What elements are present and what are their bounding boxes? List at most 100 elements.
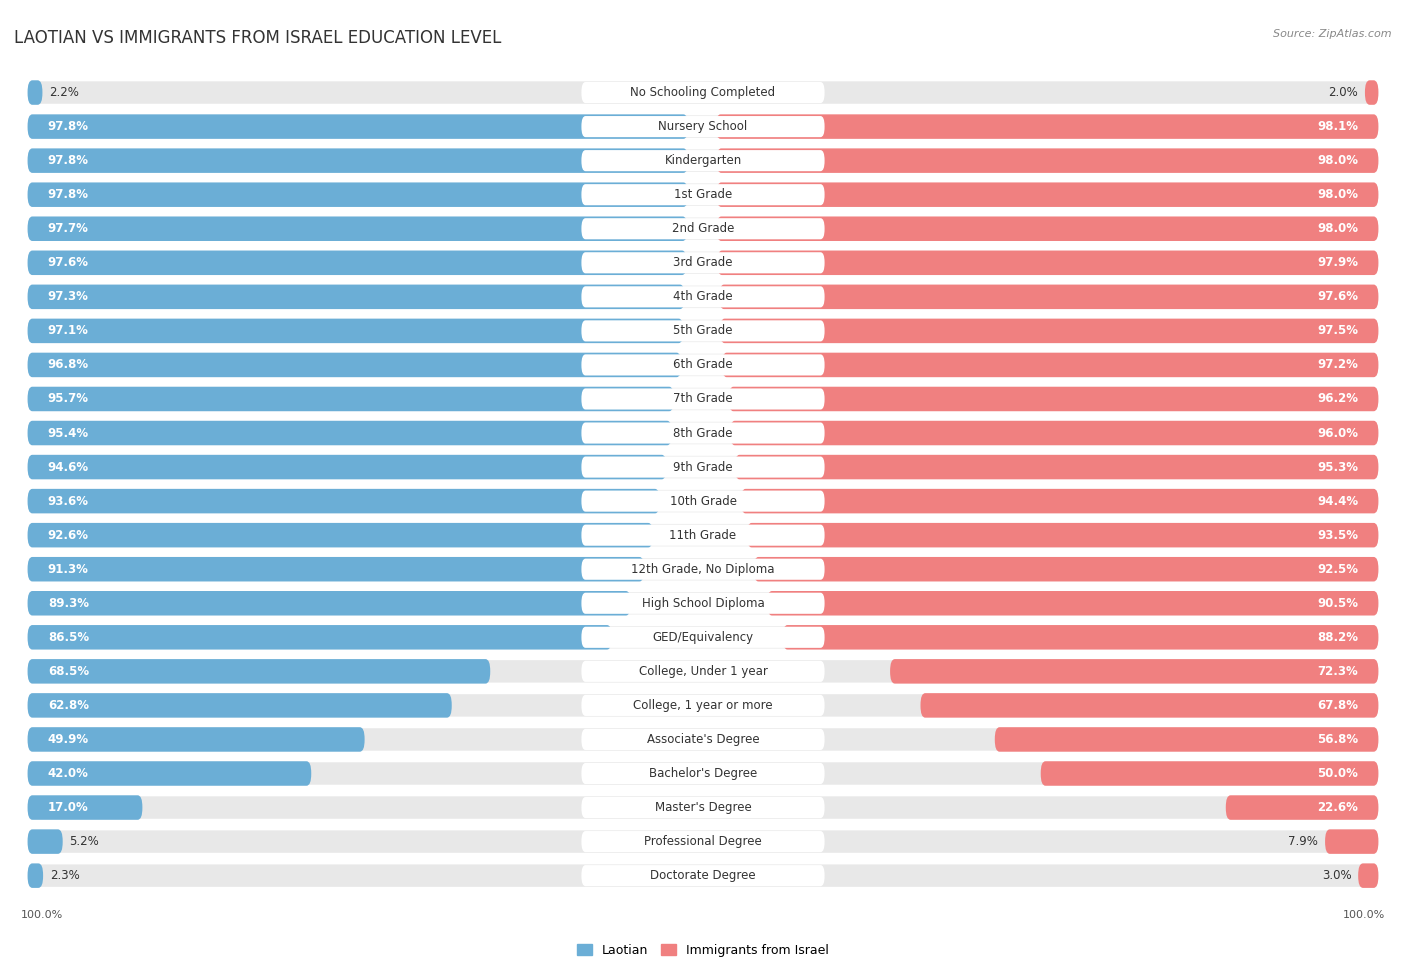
Text: 100.0%: 100.0% [1343,910,1385,919]
FancyBboxPatch shape [28,114,1378,138]
FancyBboxPatch shape [28,591,631,615]
FancyBboxPatch shape [582,253,824,273]
Text: 94.4%: 94.4% [1317,494,1358,508]
FancyBboxPatch shape [582,422,824,444]
Text: Bachelor's Degree: Bachelor's Degree [650,767,756,780]
FancyBboxPatch shape [28,693,451,718]
FancyBboxPatch shape [28,488,1378,514]
FancyBboxPatch shape [28,216,688,241]
FancyBboxPatch shape [28,251,686,275]
FancyBboxPatch shape [582,184,824,206]
FancyBboxPatch shape [582,797,824,818]
FancyBboxPatch shape [28,80,1378,104]
Text: 62.8%: 62.8% [48,699,89,712]
FancyBboxPatch shape [582,150,824,172]
Text: 2.3%: 2.3% [49,869,80,882]
Text: 95.7%: 95.7% [48,393,89,406]
Text: 1st Grade: 1st Grade [673,188,733,201]
FancyBboxPatch shape [28,727,364,752]
Text: 42.0%: 42.0% [48,767,89,780]
FancyBboxPatch shape [582,661,824,682]
Text: LAOTIAN VS IMMIGRANTS FROM ISRAEL EDUCATION LEVEL: LAOTIAN VS IMMIGRANTS FROM ISRAEL EDUCAT… [14,29,502,47]
FancyBboxPatch shape [890,659,1378,683]
Text: 97.8%: 97.8% [48,188,89,201]
FancyBboxPatch shape [1040,761,1378,786]
Text: Kindergarten: Kindergarten [665,154,741,167]
Text: 72.3%: 72.3% [1317,665,1358,678]
FancyBboxPatch shape [28,488,659,514]
FancyBboxPatch shape [28,761,311,786]
FancyBboxPatch shape [754,557,1378,581]
FancyBboxPatch shape [28,454,1378,480]
FancyBboxPatch shape [28,864,44,888]
FancyBboxPatch shape [582,82,824,103]
Text: 7.9%: 7.9% [1288,836,1319,848]
Text: 6th Grade: 6th Grade [673,359,733,371]
Text: 92.6%: 92.6% [48,528,89,542]
Text: 67.8%: 67.8% [1317,699,1358,712]
Text: 11th Grade: 11th Grade [669,528,737,542]
FancyBboxPatch shape [28,421,1378,446]
FancyBboxPatch shape [28,148,1378,173]
FancyBboxPatch shape [582,593,824,614]
FancyBboxPatch shape [28,251,1378,275]
FancyBboxPatch shape [582,729,824,750]
Text: 96.0%: 96.0% [1317,426,1358,440]
FancyBboxPatch shape [28,216,1378,241]
Legend: Laotian, Immigrants from Israel: Laotian, Immigrants from Israel [572,939,834,961]
FancyBboxPatch shape [28,148,688,173]
FancyBboxPatch shape [28,523,652,547]
FancyBboxPatch shape [28,659,491,683]
FancyBboxPatch shape [28,421,672,446]
FancyBboxPatch shape [730,421,1378,446]
FancyBboxPatch shape [28,591,1378,615]
Text: 97.3%: 97.3% [48,291,89,303]
FancyBboxPatch shape [582,116,824,137]
FancyBboxPatch shape [28,727,1378,752]
FancyBboxPatch shape [28,285,1378,309]
FancyBboxPatch shape [28,796,142,820]
FancyBboxPatch shape [735,454,1378,480]
FancyBboxPatch shape [28,353,682,377]
Text: 95.4%: 95.4% [48,426,89,440]
Text: High School Diploma: High School Diploma [641,597,765,609]
FancyBboxPatch shape [717,148,1378,173]
FancyBboxPatch shape [582,490,824,512]
Text: 90.5%: 90.5% [1317,597,1358,609]
Text: 17.0%: 17.0% [48,801,89,814]
Text: College, Under 1 year: College, Under 1 year [638,665,768,678]
Text: 96.8%: 96.8% [48,359,89,371]
FancyBboxPatch shape [28,387,673,411]
FancyBboxPatch shape [582,525,824,546]
Text: 96.2%: 96.2% [1317,393,1358,406]
Text: 22.6%: 22.6% [1317,801,1358,814]
FancyBboxPatch shape [720,285,1378,309]
FancyBboxPatch shape [921,693,1378,718]
FancyBboxPatch shape [728,387,1378,411]
Text: 9th Grade: 9th Grade [673,460,733,474]
FancyBboxPatch shape [783,625,1378,649]
Text: Professional Degree: Professional Degree [644,836,762,848]
FancyBboxPatch shape [28,659,1378,683]
FancyBboxPatch shape [582,321,824,341]
FancyBboxPatch shape [582,354,824,375]
FancyBboxPatch shape [582,456,824,478]
FancyBboxPatch shape [768,591,1378,615]
Text: 2.2%: 2.2% [49,86,79,99]
FancyBboxPatch shape [582,388,824,410]
Text: 5th Grade: 5th Grade [673,325,733,337]
FancyBboxPatch shape [582,695,824,716]
FancyBboxPatch shape [28,557,644,581]
Text: 93.5%: 93.5% [1317,528,1358,542]
FancyBboxPatch shape [747,523,1378,547]
Text: 88.2%: 88.2% [1317,631,1358,644]
Text: 8th Grade: 8th Grade [673,426,733,440]
Text: 50.0%: 50.0% [1317,767,1358,780]
FancyBboxPatch shape [28,523,1378,547]
FancyBboxPatch shape [717,216,1378,241]
Text: 95.3%: 95.3% [1317,460,1358,474]
Text: College, 1 year or more: College, 1 year or more [633,699,773,712]
Text: 98.0%: 98.0% [1317,188,1358,201]
Text: 56.8%: 56.8% [1317,733,1358,746]
Text: 100.0%: 100.0% [21,910,63,919]
